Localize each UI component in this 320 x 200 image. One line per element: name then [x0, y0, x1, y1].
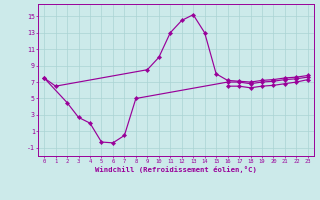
- X-axis label: Windchill (Refroidissement éolien,°C): Windchill (Refroidissement éolien,°C): [95, 166, 257, 173]
